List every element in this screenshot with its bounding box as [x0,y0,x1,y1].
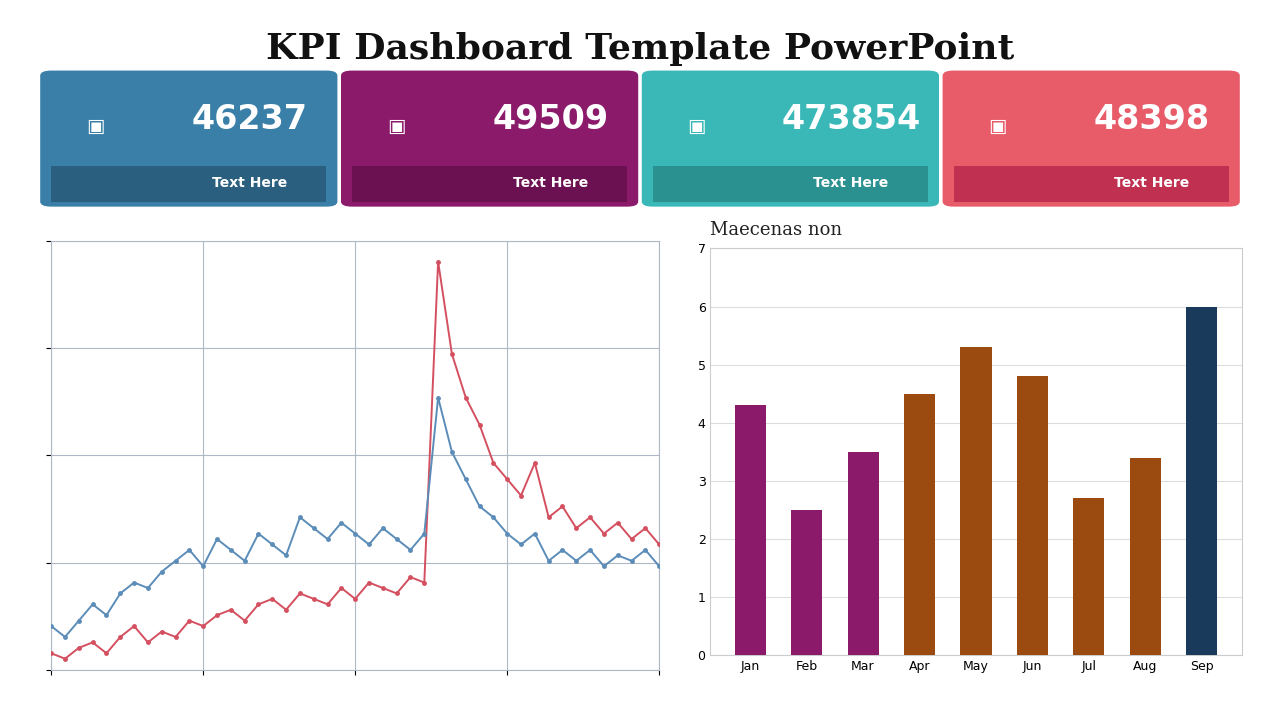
Bar [1187,307,1217,655]
Text: 46237: 46237 [191,103,307,136]
Text: Text Here: Text Here [512,176,588,189]
Text: KPI Dashboard Template PowerPoint: KPI Dashboard Template PowerPoint [266,32,1014,66]
FancyBboxPatch shape [40,71,338,207]
Bar [847,452,878,655]
Bar [1074,498,1105,655]
Bar [904,394,936,655]
Bar [1016,377,1048,655]
Bar [954,166,1229,202]
Text: Text Here: Text Here [211,176,287,189]
Bar [352,166,627,202]
FancyBboxPatch shape [340,71,639,207]
Text: Text Here: Text Here [813,176,888,189]
Text: Maecenas non: Maecenas non [710,220,842,238]
Bar [791,510,822,655]
Bar [653,166,928,202]
FancyBboxPatch shape [641,71,940,207]
Text: 48398: 48398 [1093,103,1210,136]
Text: ▣: ▣ [387,117,406,135]
Bar [735,405,765,655]
Bar [51,166,326,202]
Text: Text Here: Text Here [1114,176,1189,189]
Text: ▣: ▣ [687,117,707,135]
Text: ▣: ▣ [988,117,1007,135]
Text: 473854: 473854 [781,103,920,136]
Bar [960,347,992,655]
Text: ▣: ▣ [86,117,105,135]
Text: 49509: 49509 [492,103,608,136]
FancyBboxPatch shape [942,71,1240,207]
Bar [1130,458,1161,655]
